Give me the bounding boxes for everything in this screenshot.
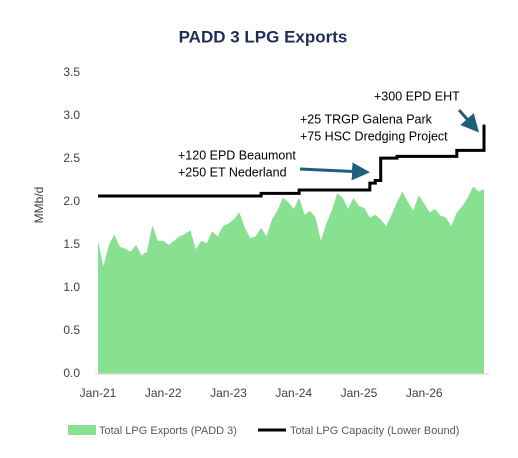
x-tick-label: Jan-26 bbox=[406, 386, 443, 400]
annotation: +75 HSC Dredging Project bbox=[300, 129, 448, 143]
area bbox=[98, 186, 484, 374]
arrow bbox=[457, 109, 479, 133]
y-tick-label: 1.0 bbox=[63, 280, 80, 294]
annotation: +25 TRGP Galena Park bbox=[300, 112, 433, 126]
y-axis-label: MMb/d bbox=[32, 187, 46, 224]
x-tick-label: Jan-24 bbox=[275, 386, 312, 400]
chart-title: PADD 3 LPG Exports bbox=[179, 27, 348, 46]
y-tick-label: 0.0 bbox=[63, 366, 80, 380]
annotation: +300 EPD EHT bbox=[374, 89, 460, 103]
x-tick-label: Jan-22 bbox=[145, 386, 182, 400]
y-tick-label: 1.5 bbox=[63, 237, 80, 251]
y-tick-label: 0.5 bbox=[63, 323, 80, 337]
x-tick-label: Jan-23 bbox=[210, 386, 247, 400]
y-tick-label: 2.5 bbox=[63, 151, 80, 165]
plot bbox=[98, 124, 486, 374]
arrow bbox=[299, 162, 370, 181]
x-tick-label: Jan-21 bbox=[80, 386, 117, 400]
y-tick-label: 2.0 bbox=[63, 194, 80, 208]
y-tick-label: 3.5 bbox=[63, 65, 80, 79]
annotation: +250 ET Nederland bbox=[178, 165, 287, 179]
annotation: +120 EPD Beaumont bbox=[178, 148, 296, 162]
legend-label: Total LPG Capacity (Lower Bound) bbox=[290, 425, 459, 437]
y-tick-label: 3.0 bbox=[63, 108, 80, 122]
legend-swatch bbox=[68, 425, 96, 435]
x-tick-label: Jan-25 bbox=[341, 386, 378, 400]
line bbox=[98, 124, 486, 198]
legend-label: Total LPG Exports (PADD 3) bbox=[99, 425, 237, 437]
